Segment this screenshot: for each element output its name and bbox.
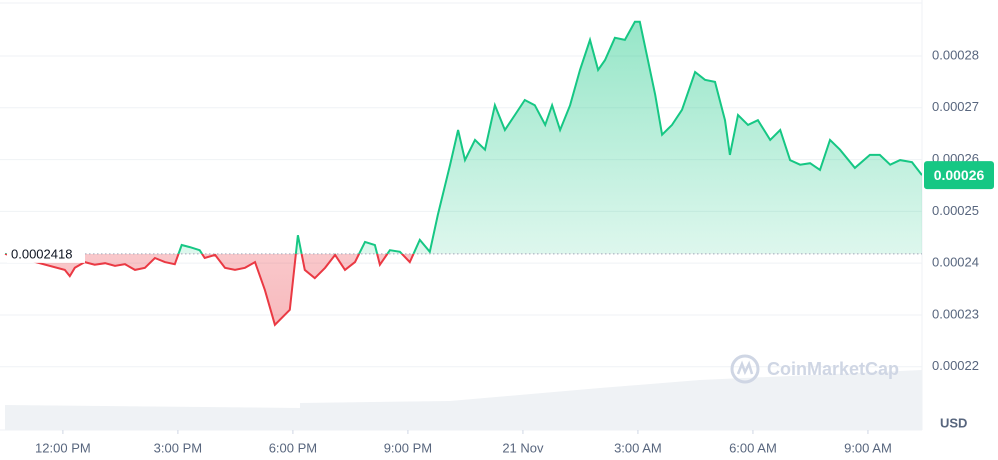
y-tick-label: 0.00023: [932, 306, 979, 321]
x-tick-label: 21 Nov: [502, 440, 544, 455]
x-tick-label: 9:00 PM: [384, 440, 432, 455]
current-price-badge: [924, 161, 994, 190]
watermark: CoinMarketCap: [730, 354, 899, 384]
y-tick-label: 0.00027: [932, 99, 979, 114]
baseline-label-bg: [7, 244, 85, 263]
x-tick-label: 6:00 AM: [729, 440, 777, 455]
y-tick-label: 0.00024: [932, 255, 979, 270]
x-tick-label: 12:00 PM: [35, 440, 91, 455]
currency-label: USD: [940, 415, 967, 430]
y-tick-label: 0.00022: [932, 358, 979, 373]
baseline-label: 0.0002418: [11, 246, 72, 261]
watermark-text: CoinMarketCap: [767, 359, 899, 379]
area-up: [5, 21, 922, 254]
x-tick-label: 9:00 AM: [844, 440, 892, 455]
area-down: [5, 253, 414, 325]
y-tick-label: 0.00025: [932, 203, 979, 218]
volume-area: [5, 370, 922, 430]
x-tick-label: 6:00 PM: [269, 440, 317, 455]
price-line-up: [5, 20, 922, 254]
current-price-label: 0.00026: [934, 167, 985, 183]
y-tick-label: 0.00028: [932, 47, 979, 62]
x-tick-label: 3:00 PM: [154, 440, 202, 455]
x-tick-label: 3:00 AM: [614, 440, 662, 455]
